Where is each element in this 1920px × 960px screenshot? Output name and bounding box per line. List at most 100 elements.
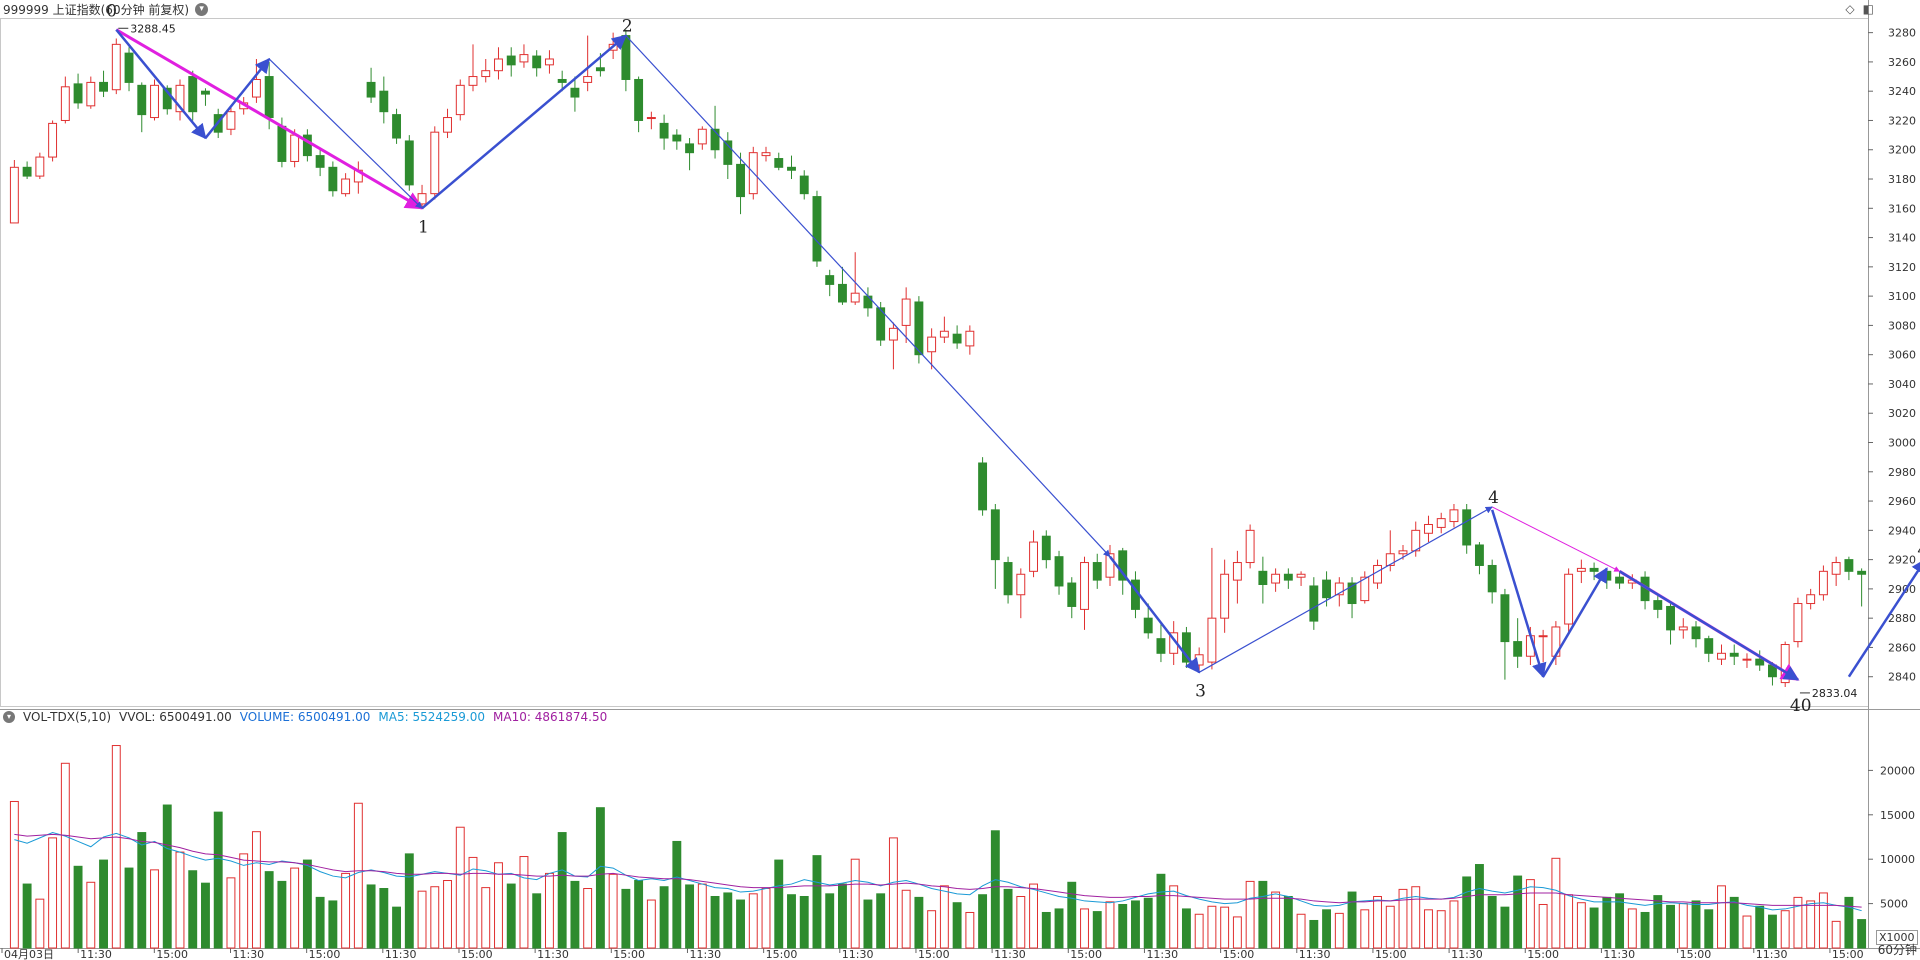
volume-bar (1194, 913, 1204, 949)
volume-bar (608, 873, 618, 949)
candle-body (430, 131, 440, 195)
blue-thick-trend-line (1847, 558, 1920, 678)
volume-bar (1271, 891, 1281, 949)
volume-bar (1678, 903, 1688, 949)
candle-body (506, 55, 516, 66)
wave-label: 0 (106, 1, 117, 21)
volume-bar (952, 902, 962, 949)
volume-bar (188, 870, 198, 949)
chevron-down-icon[interactable]: ▾ (195, 2, 209, 16)
candle-body (1143, 617, 1153, 634)
volume-bar (1118, 903, 1128, 949)
candle-body (1334, 582, 1344, 596)
candle-body (1513, 641, 1523, 657)
volume-bar (366, 884, 376, 949)
volume-bar (1538, 903, 1548, 949)
candle-body (685, 143, 695, 154)
candle-body (1653, 600, 1663, 610)
price-tick-label: 3180 (1888, 173, 1916, 186)
time-tick-label: 15:00 (1832, 948, 1864, 960)
candle-body (1092, 562, 1102, 581)
candle-body (723, 140, 733, 165)
volume-bar (341, 872, 351, 949)
volume-bar (239, 853, 249, 949)
volume-bar (863, 899, 873, 949)
candle-body (1691, 626, 1701, 640)
blue-thick-trend-line (115, 28, 207, 140)
price-tick-label: 3120 (1888, 261, 1916, 274)
magenta-trend-line (1491, 506, 1621, 572)
volume-bar (1207, 905, 1217, 949)
candle-body (799, 175, 809, 195)
volume-bar (1602, 896, 1612, 949)
volume-bar (162, 804, 172, 949)
candle-body (1742, 658, 1752, 661)
candle-body (494, 58, 503, 72)
volume-tick-label: 5000 (1880, 898, 1908, 911)
volume-bar (1181, 908, 1191, 949)
volume-indicator-name: VOL-TDX(5,10) (23, 710, 112, 724)
candle-body (570, 87, 580, 98)
volume-bar (1131, 900, 1140, 949)
volume-bar (201, 882, 210, 949)
candle-body (1283, 573, 1293, 581)
volume-bar (1615, 893, 1625, 949)
volume-bar (583, 888, 593, 949)
candle-body (1793, 603, 1803, 643)
volume-bar (1653, 895, 1663, 949)
volume-bar (672, 840, 682, 949)
candle-body (519, 54, 529, 63)
volume-bar (1806, 900, 1816, 949)
volume-bar (22, 883, 32, 949)
blue-thick-trend-line (1618, 570, 1800, 681)
volume-bar (35, 898, 45, 949)
ma10-value: MA10: 4861874.50 (493, 710, 608, 724)
wave-label: 40 (1790, 696, 1812, 716)
candle-body (1589, 567, 1599, 572)
volume-bar (1156, 873, 1166, 949)
price-tick-label: 2880 (1888, 612, 1916, 625)
candle-body (659, 122, 669, 139)
volume-bar (761, 888, 771, 949)
candle-body (965, 330, 975, 347)
volume-bar (86, 881, 96, 949)
diamond-icon[interactable]: ◇ (1845, 2, 1855, 16)
time-tick-label: 15:00 (1223, 948, 1255, 960)
volume-bar (1143, 897, 1153, 949)
volume-header: ▾ VOL-TDX(5,10) VVOL: 6500491.00 VOLUME:… (3, 710, 607, 724)
volume-bar (494, 862, 503, 949)
volume-bar (570, 880, 580, 949)
candle-body (1373, 564, 1382, 584)
volume-bar (111, 745, 121, 949)
candle-body (73, 83, 83, 104)
candle-body (468, 76, 478, 86)
volume-bar (685, 884, 695, 949)
period-label[interactable]: 60分钟 (1877, 943, 1917, 957)
price-annotation: 2833.04 (1812, 687, 1858, 700)
volume-bar (1717, 885, 1726, 949)
blue-thick-trend-line (421, 34, 628, 210)
candle-body (901, 298, 911, 326)
candle-body (1538, 635, 1548, 638)
indicator-menu-icon[interactable]: ▾ (3, 711, 15, 723)
candle-body (761, 152, 771, 157)
wave-label: 2 (622, 17, 633, 37)
panel-icon[interactable]: ◧ (1862, 2, 1874, 16)
time-tick-label: 15:00 (613, 948, 645, 960)
candle-body (481, 70, 491, 78)
candle-body (876, 307, 886, 341)
time-tick-label: 11:30 (385, 948, 417, 960)
candle-body (1016, 573, 1026, 596)
time-tick-label: 15:00 (156, 948, 188, 960)
price-tick-label: 3260 (1888, 56, 1916, 69)
volume-bar (927, 910, 937, 949)
candle-body (1220, 573, 1230, 619)
price-annotation: 3288.45 (130, 22, 176, 35)
volume-bar (1092, 911, 1102, 949)
candle-body (1194, 654, 1204, 666)
volume-value: VOLUME: 6500491.00 (239, 710, 371, 724)
volume-bar (990, 830, 1000, 949)
price-tick-label: 3100 (1888, 290, 1916, 303)
volume-bar (1818, 892, 1828, 949)
candle-body (1322, 579, 1332, 599)
